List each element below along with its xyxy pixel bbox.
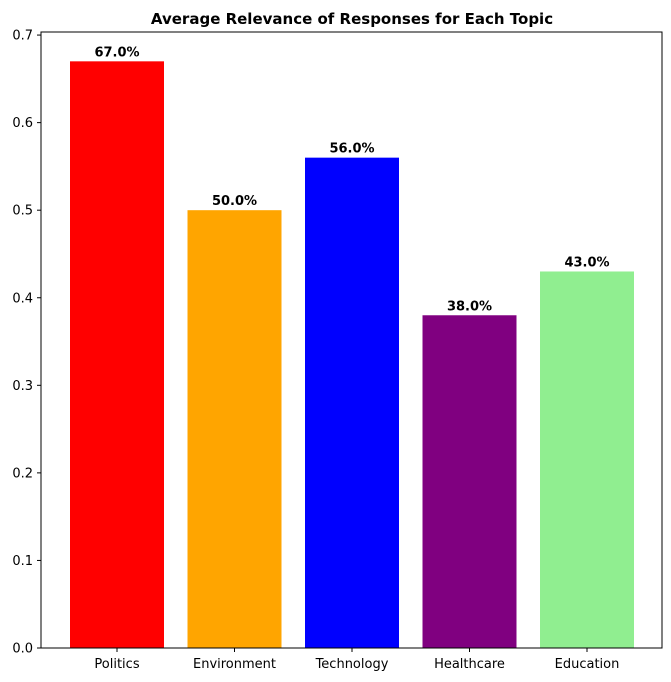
x-tick-label-politics: Politics bbox=[94, 657, 139, 672]
data-label-environment: 50.0% bbox=[212, 194, 257, 209]
data-label-education: 43.0% bbox=[564, 255, 609, 270]
y-tick-label: 0.5 bbox=[12, 204, 33, 219]
x-tick-label-technology: Technology bbox=[315, 657, 389, 672]
data-label-technology: 56.0% bbox=[329, 142, 374, 157]
x-tick-label-healthcare: Healthcare bbox=[434, 657, 505, 672]
y-tick-label: 0.0 bbox=[12, 642, 33, 657]
bar-politics bbox=[70, 61, 164, 649]
data-label-politics: 67.0% bbox=[94, 45, 139, 60]
bar-education bbox=[540, 271, 634, 648]
y-tick-label: 0.2 bbox=[12, 466, 33, 481]
data-labels-group: 67.0% 50.0% 56.0% 38.0% 43.0% bbox=[94, 45, 609, 314]
chart-title: Average Relevance of Responses for Each … bbox=[151, 10, 553, 28]
plot-area-frame bbox=[40, 31, 663, 649]
x-tick-label-education: Education bbox=[555, 657, 620, 672]
y-tick-label: 0.3 bbox=[12, 379, 33, 394]
bar-healthcare bbox=[422, 315, 517, 648]
x-tick-label-environment: Environment bbox=[193, 657, 276, 672]
y-tick-label: 0.1 bbox=[12, 554, 33, 569]
bar-technology bbox=[305, 157, 399, 649]
y-tick-label: 0.4 bbox=[12, 291, 33, 306]
y-tick-label: 0.6 bbox=[12, 116, 33, 131]
y-axis: 0.0 0.1 0.2 0.3 0.4 0.5 0.6 0.7 bbox=[12, 29, 41, 657]
bars-group bbox=[70, 61, 634, 649]
x-axis: Politics Environment Technology Healthcare E… bbox=[94, 648, 619, 672]
y-tick-label: 0.7 bbox=[12, 29, 33, 44]
data-label-healthcare: 38.0% bbox=[447, 299, 492, 314]
bar-environment bbox=[187, 210, 282, 648]
